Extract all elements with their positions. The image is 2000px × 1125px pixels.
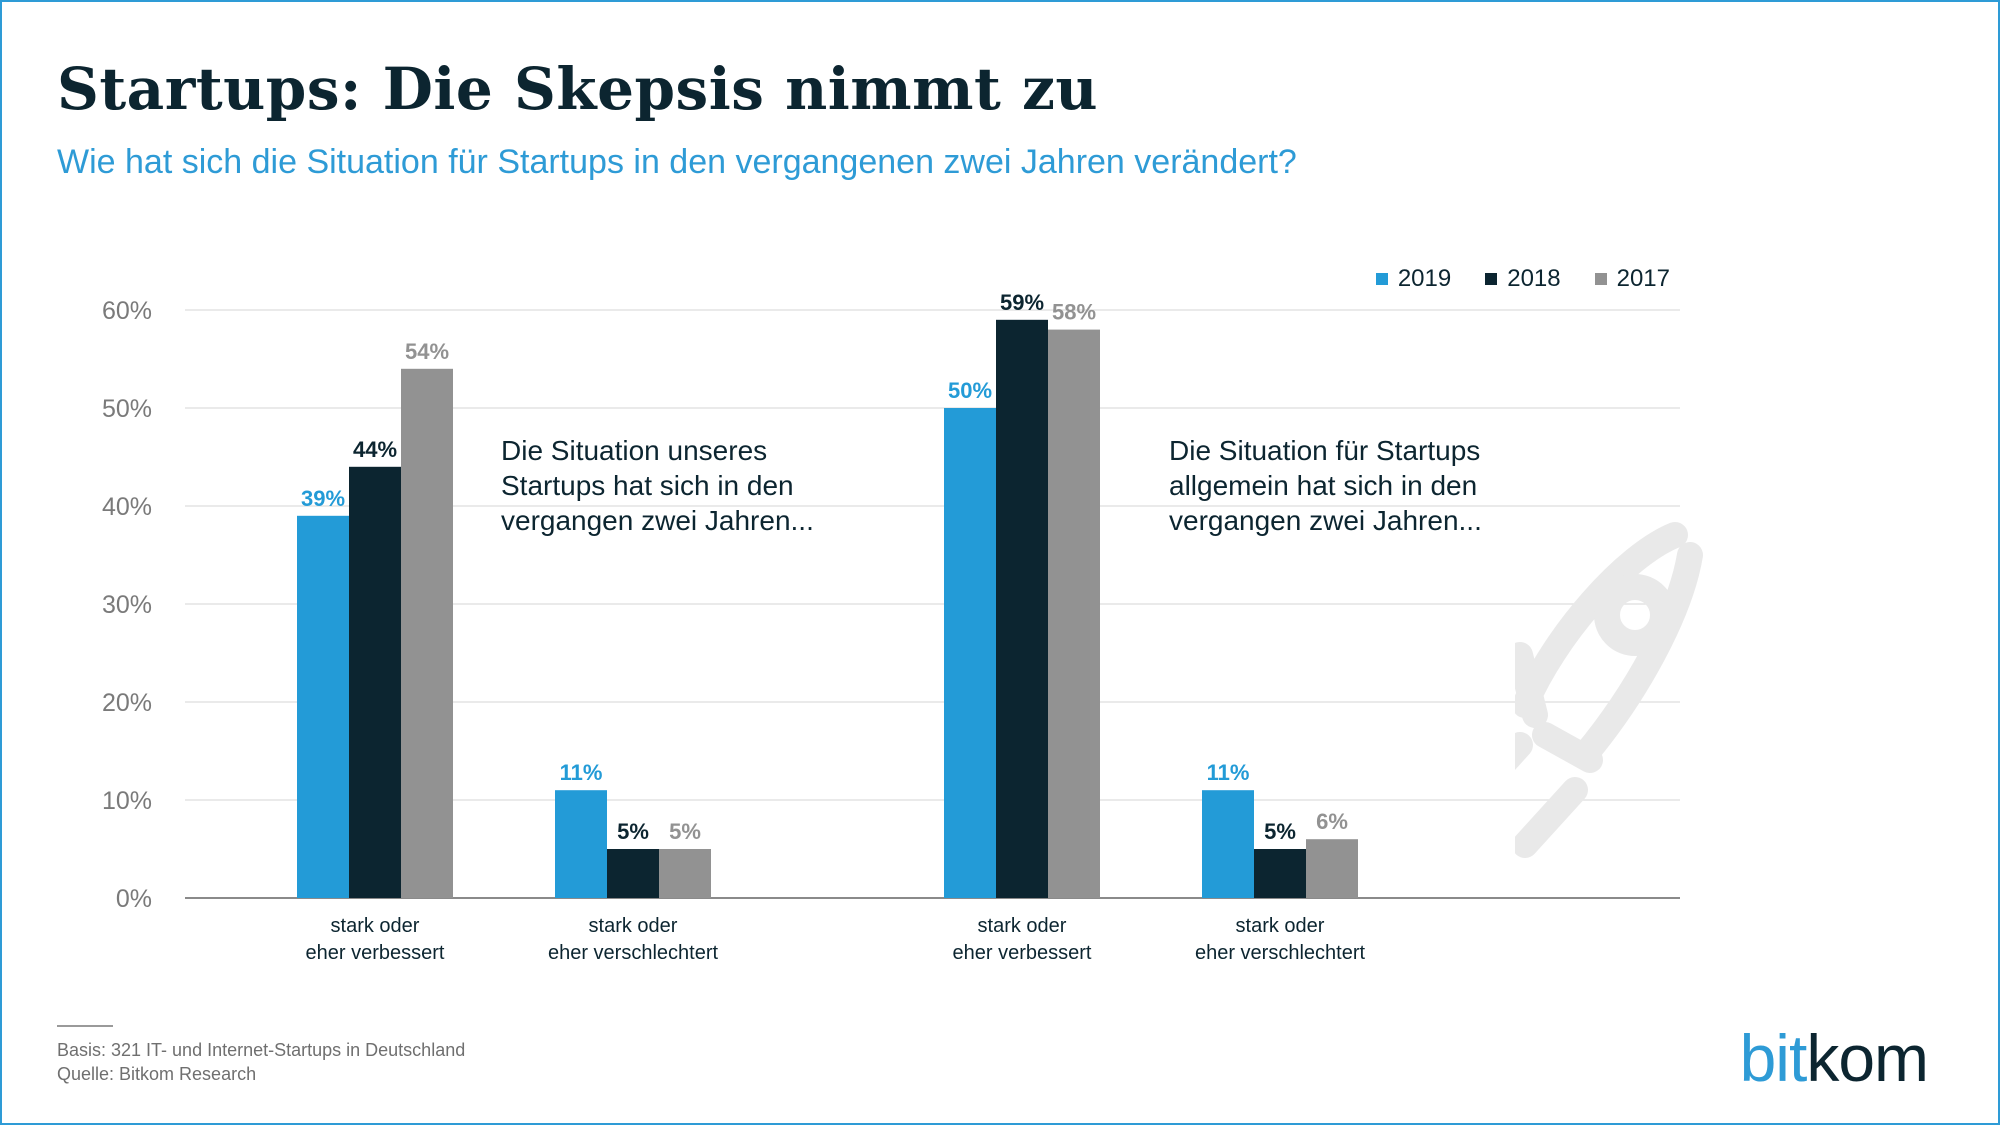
y-tick-label: 10% [102, 787, 152, 815]
data-label-2018: 5% [617, 819, 649, 844]
x-category-label: eher verbessert [306, 942, 445, 964]
footer-rule [57, 1025, 113, 1027]
y-tick-label: 60% [102, 297, 152, 325]
legend-label-2017: 2017 [1616, 265, 1670, 292]
x-category-label: stark oder [1236, 915, 1325, 937]
bar-2018 [349, 466, 401, 898]
legend-item-2018: 2018 [1485, 265, 1561, 293]
data-label-2017: 5% [669, 819, 701, 844]
bar-2017 [1048, 329, 1100, 899]
legend-swatch-2017 [1594, 273, 1607, 285]
data-label-2019: 11% [1207, 760, 1250, 785]
chart-subtitle: Wie hat sich die Situation für Startups … [57, 143, 1297, 181]
data-label-2017: 6% [1316, 809, 1348, 834]
y-tick-label: 0% [116, 885, 152, 913]
x-category-label: eher verschlechtert [548, 942, 719, 964]
data-label-2019: 11% [560, 760, 603, 785]
annotation-right-line-2: allgemein hat sich in den [1169, 470, 1478, 501]
data-label-2018: 5% [1264, 819, 1296, 844]
bitkom-logo: bitkom [1739, 1020, 1929, 1096]
data-label-2017: 54% [405, 339, 449, 364]
annotation-right-line-3: vergangen zwei Jahren... [1169, 505, 1482, 536]
annotation-left-line-1: Die Situation unseres [501, 435, 768, 466]
x-category-label: eher verbessert [953, 942, 1092, 964]
legend-item-2019: 2019 [1375, 265, 1452, 293]
x-category-label: stark oder [331, 915, 420, 937]
data-label-2018: 59% [1000, 290, 1044, 315]
data-label-2018: 44% [353, 437, 397, 462]
legend-item-2017: 2017 [1594, 265, 1670, 293]
y-tick-label: 20% [102, 689, 152, 717]
bar-2018 [1254, 849, 1306, 898]
annotation-right: Die Situation für Startups allgemein hat… [1169, 433, 1609, 538]
bar-2017 [659, 849, 711, 898]
data-label-2019: 39% [301, 486, 345, 511]
logo-part-kom: kom [1806, 1021, 1929, 1095]
bar-2017 [1306, 839, 1358, 898]
bar-2019 [297, 515, 349, 898]
annotation-left-line-2: Startups hat sich in den [501, 470, 794, 501]
footer-basis: Basis: 321 IT- und Internet-Startups in … [57, 1040, 466, 1060]
bar-2019 [944, 408, 996, 898]
bar-2017 [401, 368, 453, 898]
y-tick-label: 40% [102, 493, 152, 521]
legend-label-2018: 2018 [1507, 265, 1561, 292]
legend-swatch-2019 [1375, 273, 1388, 285]
chart-title: Startups: Die Skepsis nimmt zu [57, 55, 1099, 123]
bar-2019 [555, 790, 607, 898]
y-tick-label: 30% [102, 591, 152, 619]
data-label-2017: 58% [1052, 300, 1096, 325]
annotation-left: Die Situation unseres Startups hat sich … [501, 433, 941, 538]
legend-label-2019: 2019 [1397, 265, 1452, 292]
y-tick-label: 50% [102, 395, 152, 423]
annotation-left-line-3: vergangen zwei Jahren... [501, 505, 814, 536]
bar-2018 [607, 849, 659, 898]
footer-source: Quelle: Bitkom Research [57, 1064, 257, 1084]
legend: 2019 2018 2017 [1375, 265, 1670, 293]
logo-part-bit: bit [1739, 1021, 1808, 1095]
legend-swatch-2018 [1485, 273, 1498, 285]
rocket-icon [1515, 522, 1703, 858]
data-label-2019: 50% [948, 378, 992, 403]
x-category-label: eher verschlechtert [1195, 942, 1366, 964]
annotation-right-line-1: Die Situation für Startups [1169, 435, 1481, 466]
bar-2019 [1202, 790, 1254, 898]
x-category-label: stark oder [978, 915, 1067, 937]
bar-2018 [996, 319, 1048, 898]
footer: Basis: 321 IT- und Internet-Startups in … [57, 1038, 465, 1086]
x-category-label: stark oder [589, 915, 678, 937]
